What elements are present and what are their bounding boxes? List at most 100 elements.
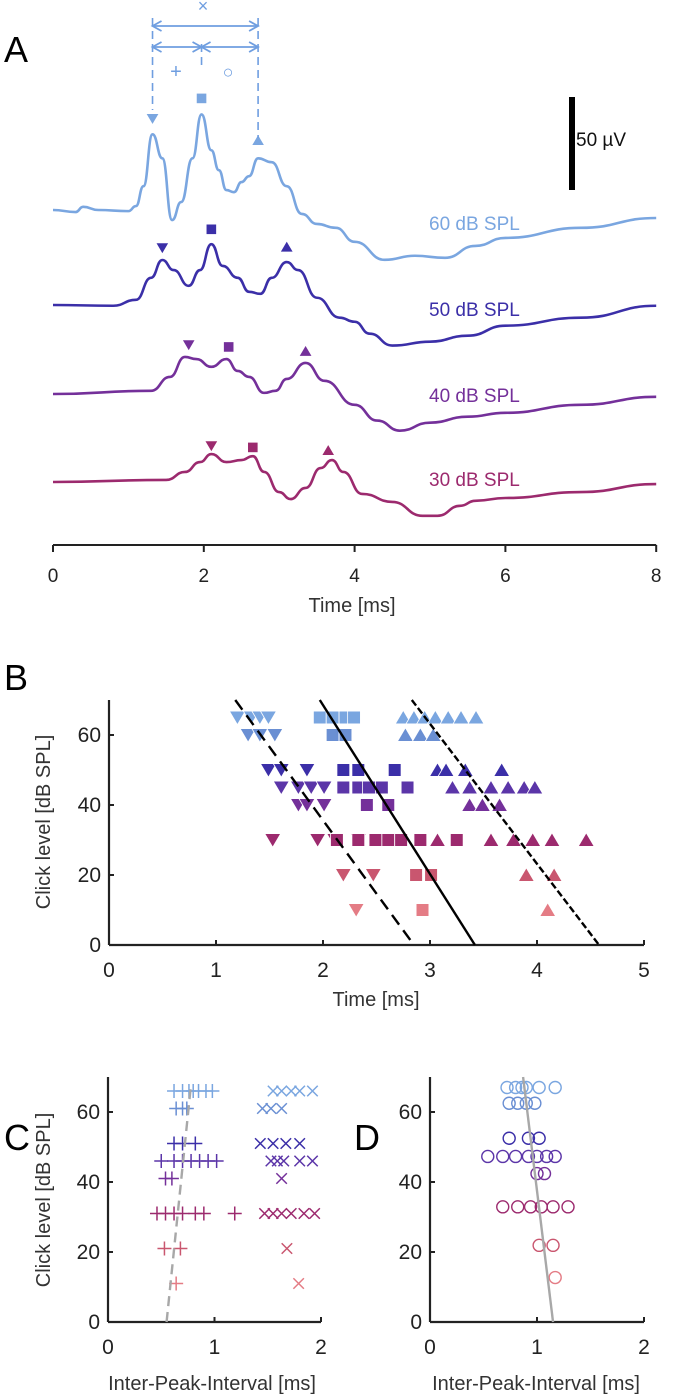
triangle-up-marker (515, 779, 533, 795)
circle-marker (539, 1149, 554, 1164)
circle-marker (500, 1080, 514, 1095)
triangle-up-marker (467, 709, 485, 725)
triangle-down-marker (334, 868, 353, 883)
square-marker (400, 780, 415, 795)
peak-square-marker (247, 441, 259, 454)
x-tick-label: 0 (424, 1336, 436, 1359)
plus-marker (179, 1101, 194, 1116)
triangle-down-marker (315, 780, 333, 796)
trace-label-40: 40 dB SPL (429, 386, 520, 407)
plus-marker (188, 1136, 203, 1151)
plus-marker (175, 1206, 190, 1221)
triangle-up-marker (524, 832, 542, 847)
triangle-up-marker (405, 709, 423, 725)
circle-marker (496, 1149, 510, 1164)
square-marker (351, 833, 366, 847)
plus-marker (164, 1171, 179, 1186)
y-tick-label: 20 (78, 864, 101, 887)
circle-marker (546, 1200, 560, 1214)
fit-line-graydash (165, 1083, 193, 1323)
cross-marker (275, 1085, 288, 1097)
arrowhead (199, 41, 260, 53)
circle-marker (537, 1166, 552, 1181)
peak-down-marker (145, 113, 160, 126)
x-axis-label-d: Inter-Peak-Interval [ms] (432, 1373, 640, 1395)
circle-marker (546, 1238, 560, 1253)
trace-line (52, 113, 657, 262)
triangle-up-marker (543, 832, 561, 847)
circle-marker (548, 1149, 562, 1164)
fit-line-dotdash (410, 699, 601, 946)
triangle-up-marker (526, 779, 544, 795)
plus-marker (157, 1241, 172, 1256)
triangle-down-marker (228, 710, 247, 726)
square-marker (449, 833, 464, 847)
triangle-up-marker (460, 779, 479, 795)
fit-line-dashed (234, 699, 415, 946)
cross-marker (275, 1172, 288, 1185)
trace-label-50: 50 dB SPL (429, 300, 520, 321)
triangle-up-marker (460, 797, 479, 812)
peak-down-marker (204, 440, 219, 453)
triangle-down-marker (259, 710, 278, 726)
annotation-plus: + (170, 61, 182, 83)
peak-up-marker (321, 443, 336, 456)
circle-marker (511, 1096, 525, 1110)
panel-b: B 0 1 2 3 4 5 0 20 40 60 Time [ms] Click level [d… (4, 657, 650, 1011)
circle-marker (528, 1096, 542, 1110)
triangle-down-marker (239, 728, 257, 743)
trace-line (52, 355, 657, 432)
x-tick-label-a: 2 (199, 566, 210, 587)
annotation-circle: ○ (223, 62, 234, 82)
panel-letter-a: A (4, 29, 28, 70)
peak-square-marker (195, 92, 208, 104)
y-tick-label: 0 (88, 1311, 100, 1334)
plus-marker (173, 1241, 188, 1256)
circle-marker (502, 1131, 516, 1145)
square-marker (387, 763, 402, 777)
cross-marker (267, 1207, 279, 1220)
square-marker (409, 868, 423, 882)
triangle-up-marker (499, 779, 517, 795)
peak-up-marker (298, 344, 313, 357)
triangle-down-marker (272, 780, 290, 796)
cross-marker (293, 1085, 306, 1097)
triangle-up-marker (443, 779, 462, 795)
triangle-down-marker (315, 798, 333, 813)
cross-marker (306, 1085, 319, 1097)
circle-marker (532, 1238, 546, 1253)
plus-marker (154, 1154, 169, 1168)
x-tick-label: 1 (210, 959, 222, 982)
cross-marker (254, 1137, 267, 1150)
circle-marker (530, 1166, 544, 1181)
x-tick-label-a: 8 (651, 566, 662, 587)
y-tick-label: 40 (399, 1171, 422, 1194)
triangle-up-marker (411, 727, 430, 742)
x-tick-label-a: 0 (48, 566, 59, 587)
panel-letter-c: C (4, 1117, 30, 1158)
cross-marker (280, 1137, 292, 1150)
cross-marker (308, 1207, 321, 1220)
triangle-up-marker (482, 832, 500, 847)
peak-up-marker (250, 133, 266, 146)
cross-marker (267, 1085, 279, 1097)
square-marker (325, 728, 340, 742)
square-marker (415, 903, 430, 917)
circle-marker (502, 1096, 516, 1110)
cross-marker (285, 1085, 297, 1097)
square-marker (336, 763, 351, 777)
arrowhead (150, 20, 260, 32)
peak-up-marker (279, 240, 294, 253)
triangle-up-marker (577, 832, 595, 847)
y-axis-label-c: Click level [dB SPL] (33, 1113, 55, 1288)
triangle-down-marker (289, 780, 308, 796)
circle-marker (521, 1131, 536, 1145)
circle-marker (532, 1080, 546, 1095)
trace-line (52, 242, 657, 347)
circle-marker (496, 1200, 510, 1214)
cross-marker (306, 1155, 319, 1167)
y-tick-label: 60 (78, 724, 101, 747)
